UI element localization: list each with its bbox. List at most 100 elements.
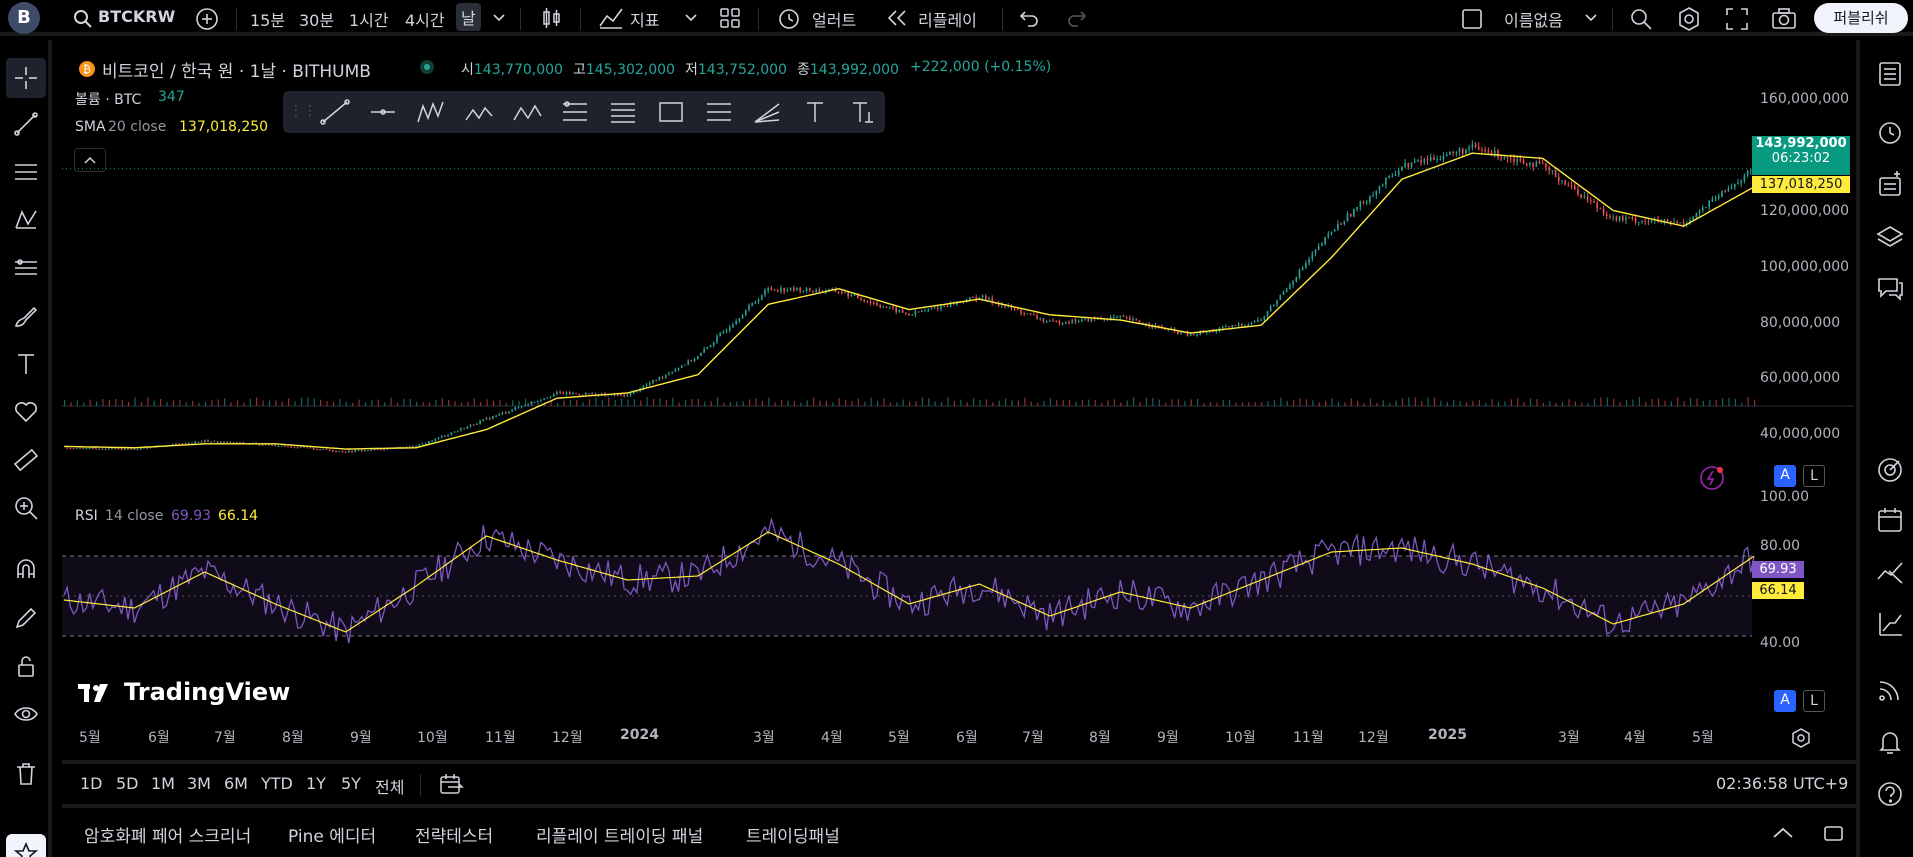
alert-button[interactable]: 얼러트 <box>812 11 857 30</box>
target-icon[interactable] <box>1872 452 1908 488</box>
range-6m[interactable]: 6M <box>224 774 248 793</box>
axis-settings-icon[interactable] <box>1790 727 1812 753</box>
collapse-legend-button[interactable] <box>74 148 106 172</box>
zoom-in-icon[interactable] <box>6 488 46 528</box>
chart-area[interactable] <box>62 46 1854 762</box>
layout-square-icon[interactable] <box>1460 7 1484 35</box>
watchlist-icon[interactable] <box>1872 56 1908 92</box>
fib-extension-icon[interactable] <box>607 98 639 126</box>
chevron-down-icon[interactable] <box>684 11 698 29</box>
fullscreen-icon[interactable] <box>1724 6 1750 36</box>
rewind-icon[interactable] <box>886 8 908 32</box>
range-5y[interactable]: 5Y <box>341 774 361 793</box>
elliott-wave-icon[interactable] <box>415 98 447 126</box>
chat-icon[interactable] <box>1872 270 1908 306</box>
trash-icon[interactable] <box>6 754 46 794</box>
redo-icon[interactable] <box>1066 8 1088 32</box>
range-1d[interactable]: 1D <box>80 774 103 793</box>
log-scale-button[interactable]: L <box>1803 465 1825 487</box>
horizontal-ray-icon[interactable] <box>367 98 399 126</box>
notifications-bell-icon[interactable] <box>1872 724 1908 760</box>
interval-4h[interactable]: 4시간 <box>405 11 445 30</box>
range-3m[interactable]: 3M <box>187 774 211 793</box>
symbol-search[interactable]: BTCKRW <box>98 7 176 26</box>
range-ytd[interactable]: YTD <box>261 774 293 793</box>
sma-legend-label[interactable]: SMA <box>75 119 106 135</box>
layout-name[interactable]: 이름없음 <box>1504 11 1563 30</box>
help-icon[interactable] <box>1872 776 1908 812</box>
tab-pine-editor[interactable]: Pine 에디터 <box>288 827 377 847</box>
ruler-icon[interactable] <box>6 440 46 480</box>
chevron-down-icon[interactable] <box>492 11 506 29</box>
lightning-icon[interactable] <box>1698 464 1726 496</box>
fib-retracement-icon[interactable] <box>559 98 591 126</box>
parallel-channel-icon[interactable] <box>703 98 735 126</box>
calendar-icon[interactable] <box>1872 502 1908 538</box>
brush-icon[interactable] <box>6 296 46 336</box>
interval-1h[interactable]: 1시간 <box>349 11 389 30</box>
ideas-icon[interactable] <box>1872 554 1908 590</box>
range-1y[interactable]: 1Y <box>306 774 326 793</box>
anchored-text-icon[interactable] <box>847 98 879 126</box>
forecast-icon[interactable] <box>6 248 46 288</box>
date-range-icon[interactable] <box>438 772 464 800</box>
alarm-clock-icon[interactable] <box>776 5 802 35</box>
fib-lines-icon[interactable] <box>6 152 46 192</box>
alarm-clock-icon[interactable] <box>1872 114 1908 150</box>
eye-icon[interactable] <box>6 694 46 734</box>
magnet-icon[interactable] <box>6 550 46 590</box>
symbol-title[interactable]: 비트코인 / 한국 원 · 1날 · BITHUMB <box>102 62 371 82</box>
interval-15m[interactable]: 15분 <box>250 11 286 30</box>
trading-chart-icon[interactable] <box>1872 606 1908 642</box>
quick-search-icon[interactable] <box>1628 6 1654 36</box>
templates-grid-icon[interactable] <box>718 6 742 34</box>
camera-icon[interactable] <box>1770 6 1798 36</box>
crosshair-icon[interactable] <box>6 58 46 98</box>
compare-add-icon[interactable] <box>194 6 220 36</box>
auto-scale-button[interactable]: A <box>1774 690 1796 712</box>
chevron-up-icon[interactable] <box>1770 822 1796 848</box>
tab-strategy-tester[interactable]: 전략테스터 <box>415 827 494 847</box>
pencil-lock-icon[interactable] <box>6 598 46 638</box>
tab-replay-trading[interactable]: 리플레이 트레이딩 패널 <box>536 827 704 847</box>
clock-timezone[interactable]: 02:36:58 UTC+9 <box>1716 774 1849 793</box>
price-chart-svg[interactable] <box>62 46 1854 762</box>
user-avatar[interactable]: B <box>8 2 40 34</box>
undo-icon[interactable] <box>1018 8 1040 32</box>
volume-legend-label[interactable]: 볼륨 · BTC <box>75 92 142 108</box>
indicators-icon[interactable] <box>598 6 624 34</box>
tab-crypto-screener[interactable]: 암호화폐 페어 스크리너 <box>84 827 252 847</box>
range-1m[interactable]: 1M <box>151 774 175 793</box>
favorite-star-icon[interactable] <box>6 834 46 857</box>
pattern-icon[interactable] <box>6 200 46 240</box>
text-tool-icon[interactable] <box>799 98 831 126</box>
object-tree-icon[interactable] <box>1872 166 1908 202</box>
text-tool-icon[interactable] <box>6 344 46 384</box>
broadcast-icon[interactable] <box>1872 672 1908 708</box>
range-5d[interactable]: 5D <box>116 774 139 793</box>
candles-icon[interactable] <box>540 5 564 35</box>
log-scale-button[interactable]: L <box>1803 690 1825 712</box>
maximize-panel-icon[interactable] <box>1822 822 1846 848</box>
pitchfork-icon[interactable] <box>751 98 783 126</box>
tab-trading-panel[interactable]: 트레이딩패널 <box>746 827 840 847</box>
drag-handle-icon[interactable]: ⋮⋮ <box>289 103 317 119</box>
publish-button[interactable]: 퍼블리쉬 <box>1814 3 1908 33</box>
rsi-legend-label[interactable]: RSI <box>75 508 98 524</box>
search-icon[interactable] <box>72 8 94 34</box>
interval-30m[interactable]: 30분 <box>299 11 335 30</box>
wave-abc-icon[interactable] <box>511 98 543 126</box>
replay-button[interactable]: 리플레이 <box>918 11 977 30</box>
lock-icon[interactable] <box>6 646 46 686</box>
range-all[interactable]: 전체 <box>375 778 405 797</box>
layers-icon[interactable] <box>1872 220 1908 256</box>
settings-gear-icon[interactable] <box>1676 6 1702 36</box>
wave-12345-icon[interactable] <box>463 98 495 126</box>
trend-line-icon[interactable] <box>6 104 46 144</box>
interval-1d[interactable]: 날 <box>456 3 481 31</box>
trend-line-icon[interactable] <box>319 98 351 126</box>
indicators-button[interactable]: 지표 <box>630 11 660 30</box>
rectangle-icon[interactable] <box>655 98 687 126</box>
heart-icon[interactable] <box>6 392 46 432</box>
auto-scale-button[interactable]: A <box>1774 465 1796 487</box>
